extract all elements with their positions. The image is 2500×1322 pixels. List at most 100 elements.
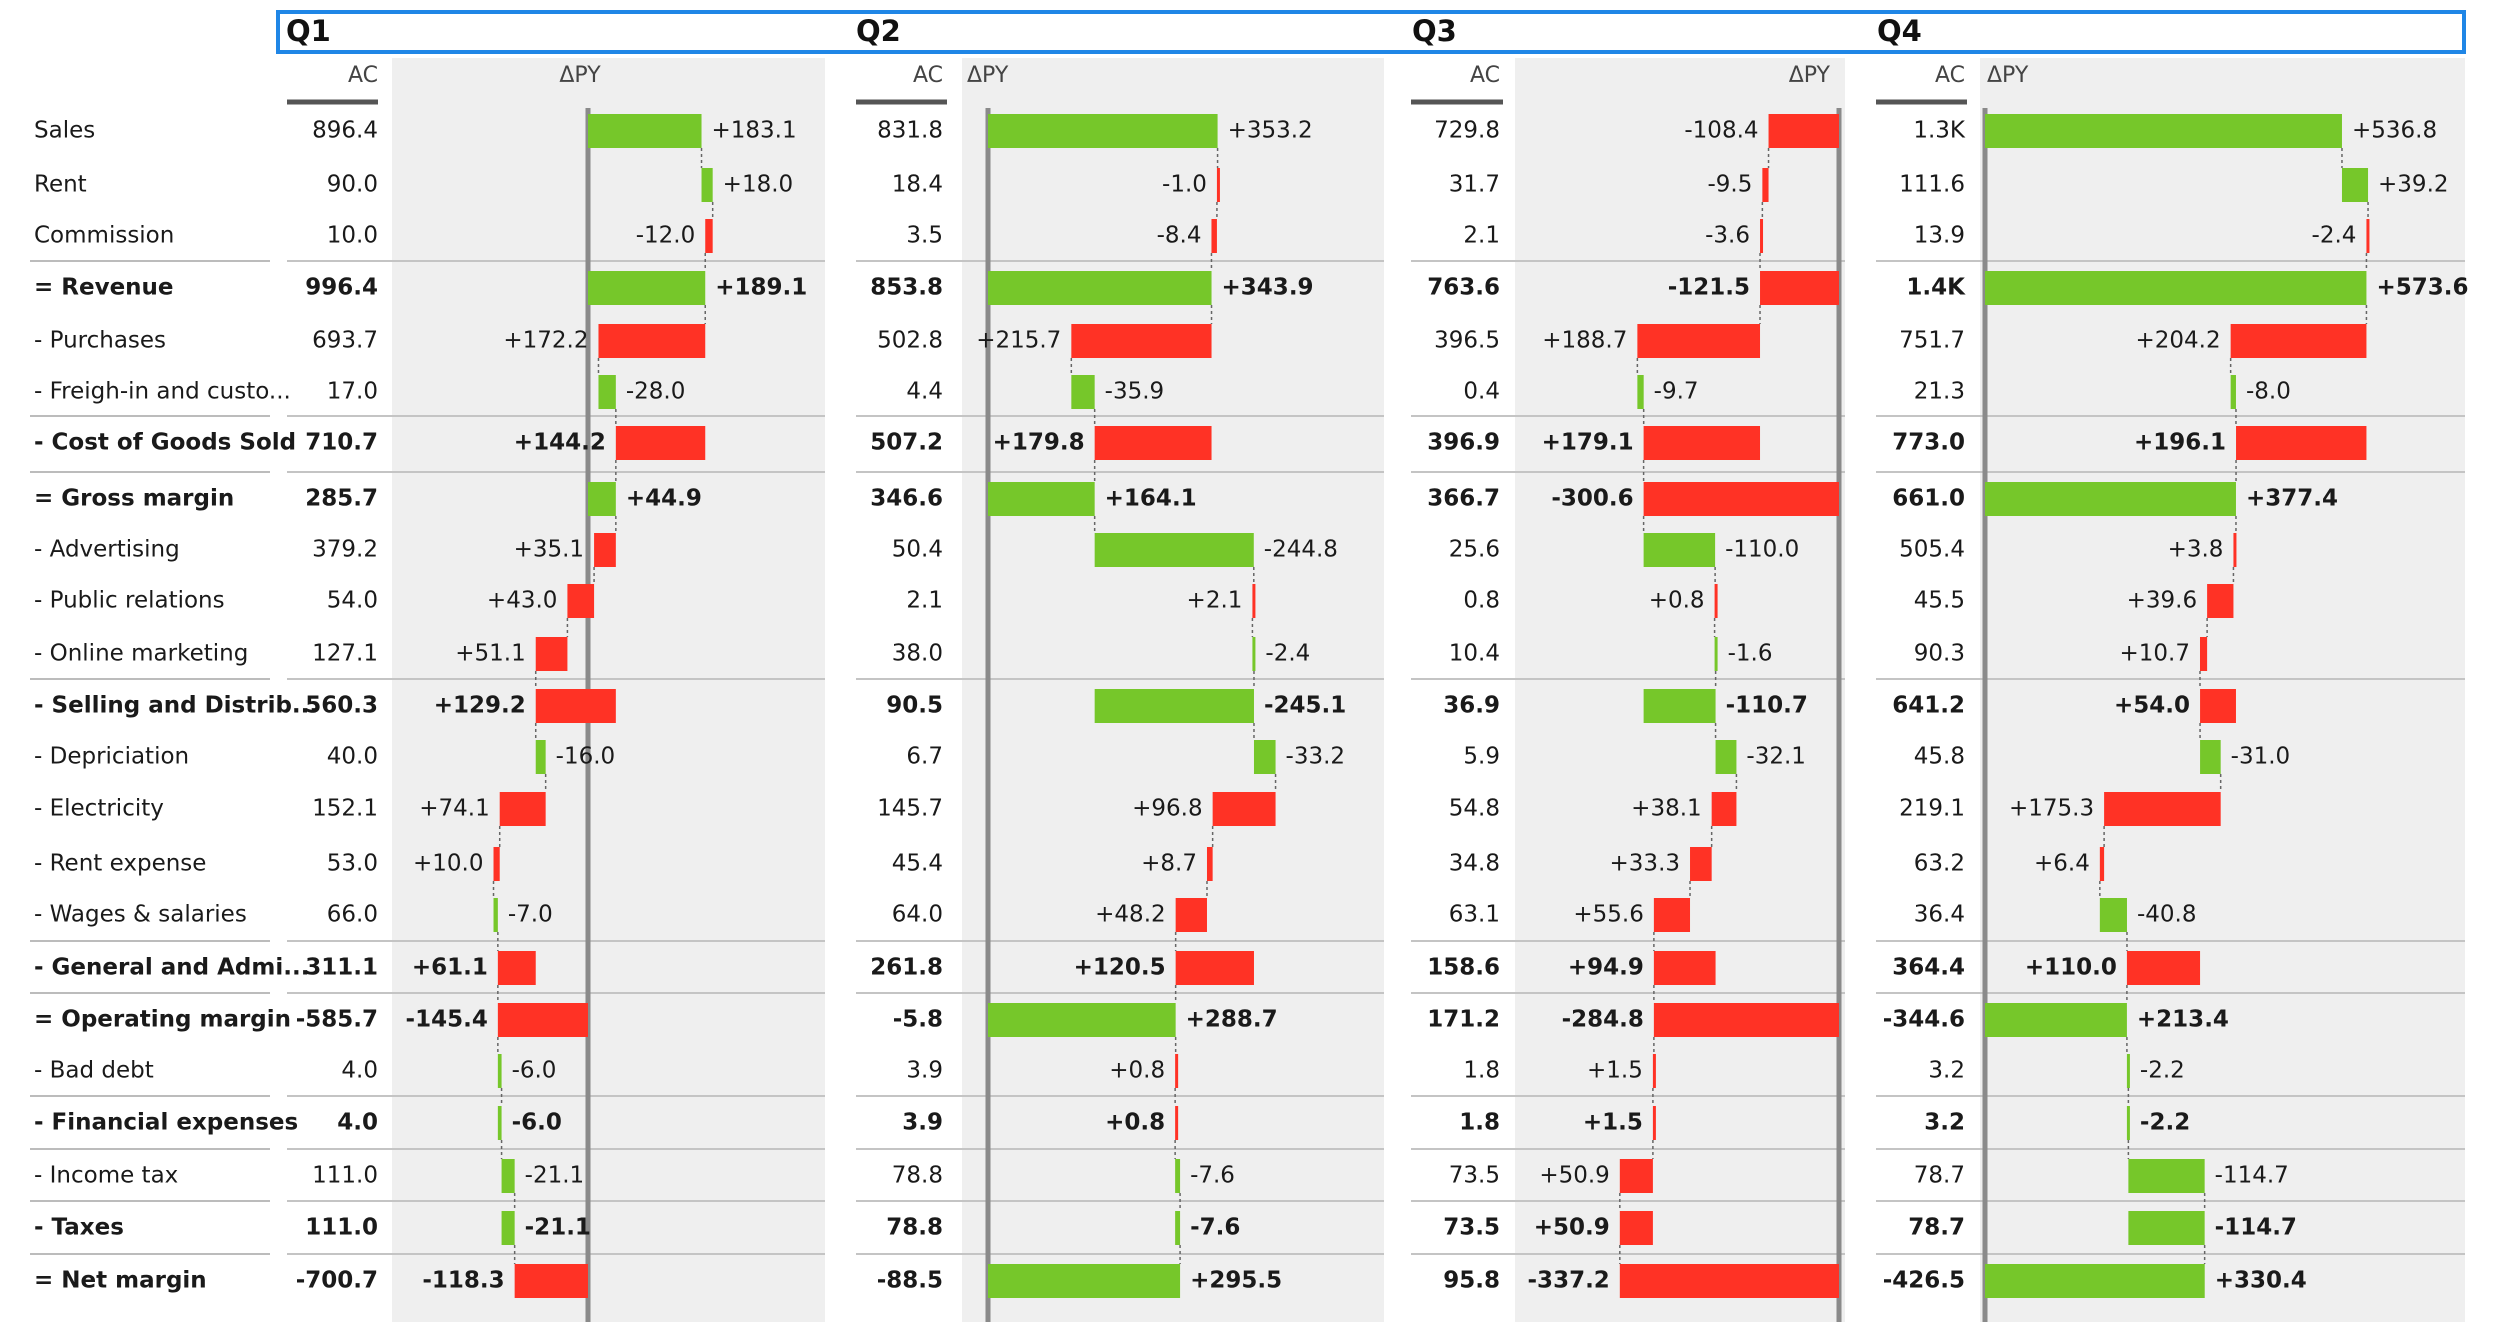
ac-value: 2.1	[1463, 223, 1500, 249]
ac-value: 78.8	[886, 1215, 943, 1241]
delta-bar	[705, 219, 713, 253]
delta-value-label: -9.5	[1707, 172, 1752, 198]
row-label: Commission	[34, 223, 174, 249]
ac-value: 1.3K	[1913, 118, 1966, 144]
delta-value-label: -114.7	[2215, 1163, 2289, 1189]
delta-value-label: +189.1	[715, 275, 807, 301]
delta-value-label: +51.1	[455, 641, 525, 667]
delta-value-label: -1.6	[1728, 641, 1773, 667]
delta-bar	[2200, 689, 2236, 723]
ac-value: 34.8	[1449, 851, 1500, 877]
ac-value: 0.8	[1463, 588, 1500, 614]
delta-bar	[2104, 792, 2221, 826]
ac-value: 502.8	[877, 328, 943, 354]
delta-value-label: +172.2	[503, 328, 588, 354]
column-header-ac: AC	[913, 63, 943, 88]
delta-value-label: +54.0	[2114, 693, 2190, 719]
ac-value: -426.5	[1883, 1268, 1965, 1294]
delta-bar	[1211, 219, 1217, 253]
delta-value-label: +0.8	[1105, 1110, 1165, 1136]
ac-value: 311.1	[305, 955, 378, 981]
ac-value: 40.0	[327, 744, 378, 770]
delta-bar	[1643, 482, 1839, 516]
ac-value: 31.7	[1449, 172, 1500, 198]
row-label: Rent	[34, 172, 87, 198]
ac-value: 5.9	[1463, 744, 1500, 770]
delta-bar	[1619, 1264, 1839, 1298]
delta-bar	[1760, 219, 1764, 253]
delta-bar	[1652, 1054, 1656, 1088]
ac-value: 45.5	[1914, 588, 1965, 614]
ac-value: 4.0	[337, 1110, 378, 1136]
delta-bar	[1768, 114, 1839, 148]
delta-value-label: +330.4	[2215, 1268, 2307, 1294]
delta-bar	[2126, 1054, 2130, 1088]
delta-bar	[2207, 584, 2234, 618]
ac-value: 710.7	[305, 430, 378, 456]
ac-value: 507.2	[870, 430, 943, 456]
delta-bar	[2099, 847, 2105, 881]
ac-value: 396.9	[1427, 430, 1500, 456]
ac-value: 560.3	[305, 693, 378, 719]
delta-bar	[1985, 1003, 2127, 1037]
delta-bar	[1252, 637, 1256, 671]
quarter-heading-q1: Q1	[286, 14, 331, 48]
delta-value-label: -2.4	[1265, 641, 1310, 667]
ac-value: 25.6	[1449, 537, 1500, 563]
ac-value: 66.0	[327, 902, 378, 928]
delta-bar	[1253, 740, 1276, 774]
ac-value: 111.6	[1899, 172, 1965, 198]
delta-bar	[1714, 637, 1718, 671]
delta-bar	[567, 584, 595, 618]
delta-value-label: +3.8	[2168, 537, 2224, 563]
row-label: - Bad debt	[34, 1058, 154, 1084]
delta-value-label: +196.1	[2134, 430, 2226, 456]
ac-value: 145.7	[877, 796, 943, 822]
delta-value-label: -7.6	[1190, 1163, 1235, 1189]
ac-value: 364.4	[1892, 955, 1965, 981]
ac-value: 366.7	[1427, 486, 1500, 512]
delta-bar	[1760, 271, 1839, 305]
delta-value-label: -16.0	[556, 744, 616, 770]
delta-value-label: +0.8	[1109, 1058, 1165, 1084]
row-label: - Freigh-in and custo...	[34, 379, 291, 405]
ac-value: 3.9	[906, 1058, 943, 1084]
ac-value: 2.1	[906, 588, 943, 614]
delta-bar	[2126, 951, 2201, 985]
delta-bar	[1175, 1211, 1181, 1245]
delta-bar	[1985, 114, 2342, 148]
delta-bar	[1643, 426, 1761, 460]
ac-value: 36.4	[1914, 902, 1965, 928]
delta-value-label: +1.5	[1583, 1110, 1643, 1136]
column-header-ac: AC	[1470, 63, 1500, 88]
ac-value: 78.7	[1914, 1163, 1965, 1189]
ac-value: 896.4	[312, 118, 378, 144]
delta-bar	[2230, 375, 2236, 409]
delta-bar	[2366, 219, 2370, 253]
delta-bar	[497, 1106, 502, 1140]
ac-value: 4.4	[906, 379, 943, 405]
delta-bar	[497, 951, 536, 985]
delta-value-label: -1.0	[1162, 172, 1207, 198]
delta-value-label: +39.2	[2378, 172, 2448, 198]
ac-value: 773.0	[1892, 430, 1965, 456]
ac-value: 379.2	[312, 537, 378, 563]
delta-bar	[497, 1054, 502, 1088]
delta-bar	[594, 533, 616, 567]
ac-value: 13.9	[1914, 223, 1965, 249]
delta-bar	[988, 1003, 1176, 1037]
delta-bar	[2233, 533, 2237, 567]
delta-bar	[615, 426, 706, 460]
delta-bar	[2099, 898, 2127, 932]
delta-value-label: -8.0	[2246, 379, 2291, 405]
ac-value: 64.0	[892, 902, 943, 928]
delta-bar	[2128, 1159, 2205, 1193]
row-label: - Financial expenses	[34, 1110, 298, 1136]
delta-bar	[1094, 426, 1212, 460]
ac-value: 6.7	[906, 744, 943, 770]
delta-bar	[1690, 847, 1712, 881]
delta-bar	[1619, 1159, 1653, 1193]
delta-value-label: +110.0	[2025, 955, 2117, 981]
delta-bar	[2126, 1106, 2130, 1140]
delta-bar	[598, 375, 616, 409]
